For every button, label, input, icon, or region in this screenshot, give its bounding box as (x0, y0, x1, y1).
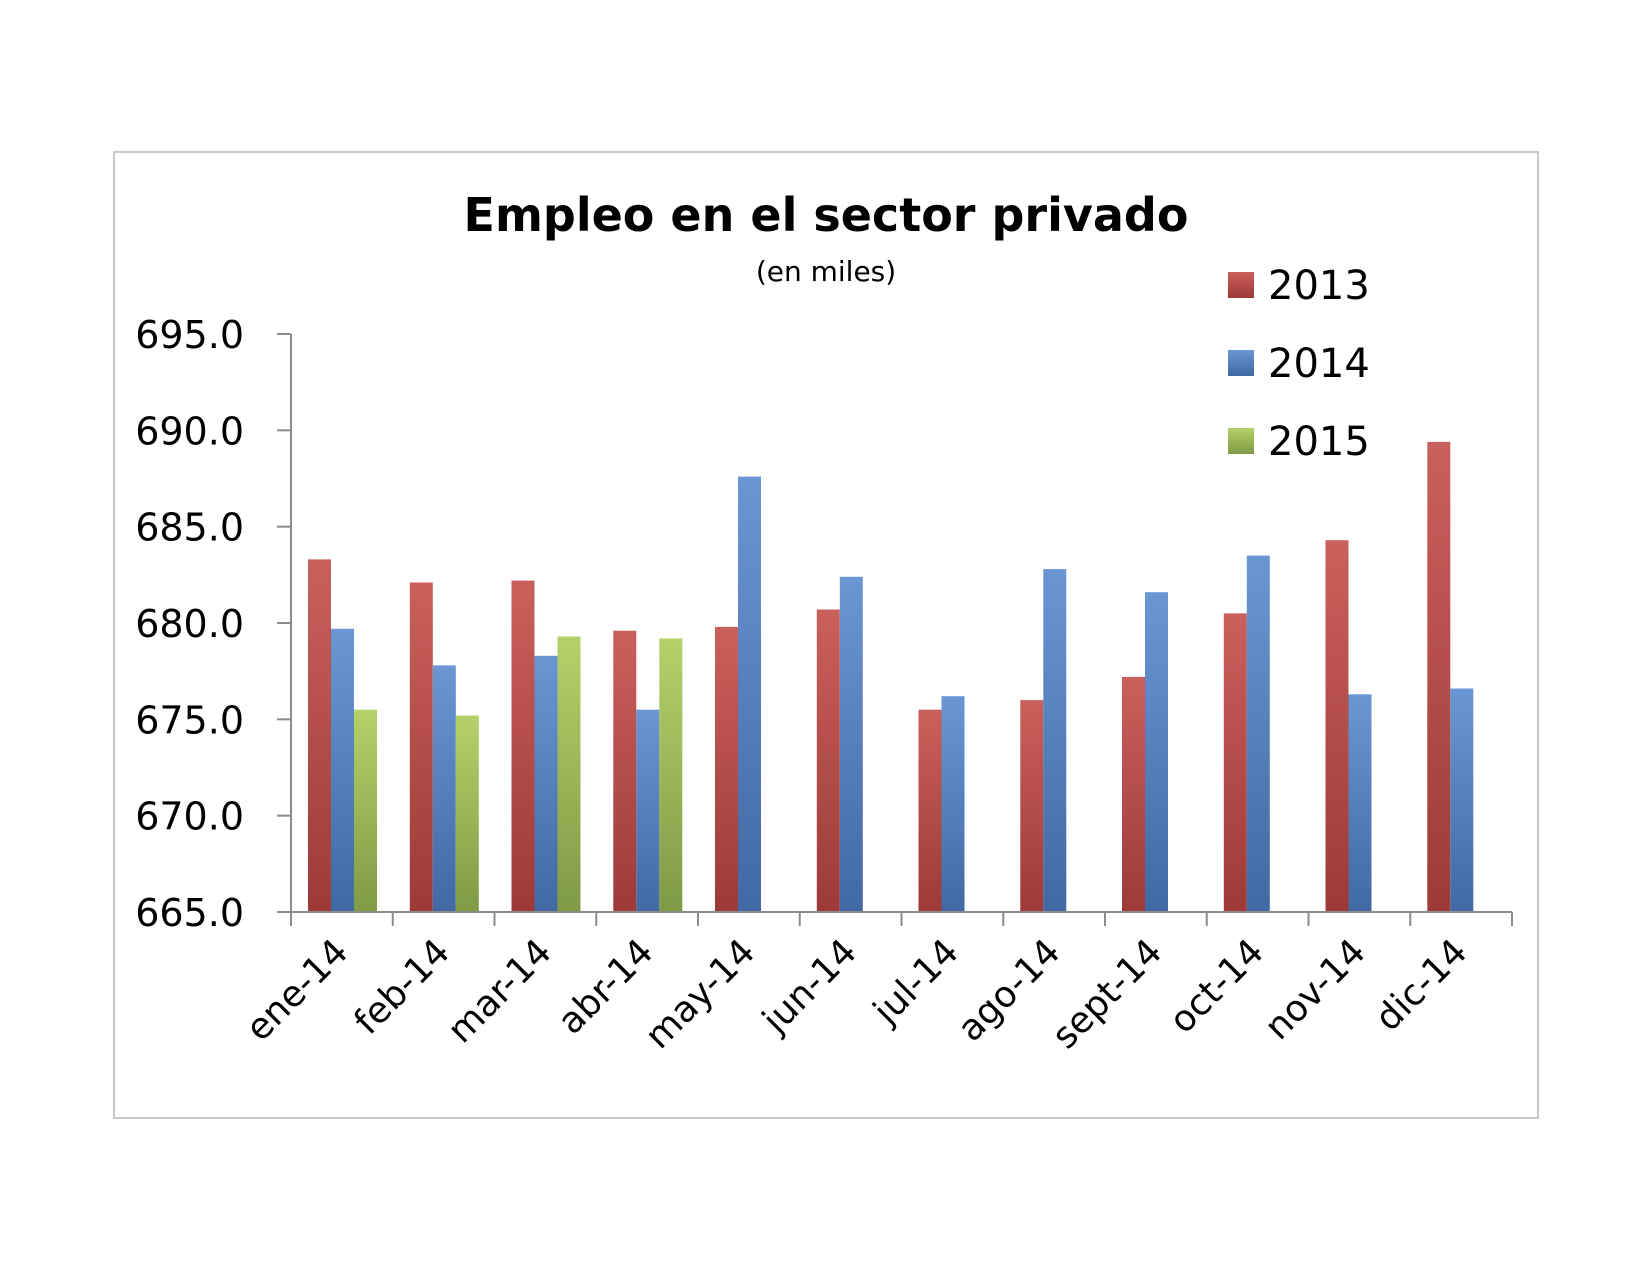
legend-swatch-2015 (1228, 428, 1254, 454)
bar-2015-ene-14 (354, 709, 377, 912)
bar-2013-jul-14 (918, 709, 942, 912)
bar-2013-oct-14 (1223, 613, 1247, 912)
bar-2014-may-14 (738, 476, 761, 912)
bar-2013-nov-14 (1325, 540, 1349, 912)
bar-2013-ene-14 (308, 559, 331, 912)
bar-2013-sept-14 (1122, 676, 1145, 912)
bar-2014-feb-14 (432, 665, 456, 912)
y-tick-label: 685.0 (135, 506, 244, 550)
bar-2013-mar-14 (511, 580, 535, 912)
y-tick-label: 665.0 (135, 891, 244, 935)
y-tick-label: 690.0 (135, 409, 244, 453)
bar-2014-jun-14 (839, 576, 863, 912)
legend-swatch-2013 (1228, 272, 1254, 298)
bar-2015-mar-14 (557, 636, 581, 912)
bar-2014-sept-14 (1145, 592, 1168, 912)
bar-2013-feb-14 (409, 582, 433, 912)
bar-2014-abr-14 (636, 709, 660, 912)
y-tick-label: 670.0 (135, 795, 244, 839)
y-tick-labels: 695.0 690.0 685.0 680.0 675.0 670.0 665.0 (135, 313, 244, 935)
legend-label-2013: 2013 (1268, 263, 1370, 309)
bar-2013-jun-14 (816, 609, 840, 912)
y-tick-label: 675.0 (135, 698, 244, 742)
legend-swatch-2014 (1228, 350, 1254, 376)
bar-2013-may-14 (715, 626, 738, 912)
bar-2014-mar-14 (534, 655, 558, 912)
bar-2014-ene-14 (331, 628, 354, 912)
bar-2014-oct-14 (1246, 555, 1270, 912)
bar-2014-nov-14 (1348, 694, 1372, 912)
bar-2015-abr-14 (659, 638, 683, 912)
bar-2014-jul-14 (941, 696, 965, 912)
legend-label-2014: 2014 (1268, 341, 1370, 387)
axes-layer (277, 333, 1513, 926)
bar-2013-dic-14 (1427, 441, 1451, 912)
bar-2013-ago-14 (1020, 700, 1044, 912)
bar-2014-ago-14 (1043, 569, 1067, 912)
chart-subtitle: (en miles) (756, 255, 896, 288)
legend: 2013 2014 2015 (1228, 263, 1370, 465)
chart-title: Empleo en el sector privado (464, 188, 1189, 242)
bars-layer (308, 441, 1474, 912)
y-tick-label: 695.0 (135, 313, 244, 357)
bar-2013-abr-14 (613, 630, 637, 912)
y-tick-label: 680.0 (135, 602, 244, 646)
bar-2014-dic-14 (1450, 688, 1474, 912)
bar-2015-feb-14 (455, 715, 479, 912)
legend-label-2015: 2015 (1268, 419, 1370, 465)
